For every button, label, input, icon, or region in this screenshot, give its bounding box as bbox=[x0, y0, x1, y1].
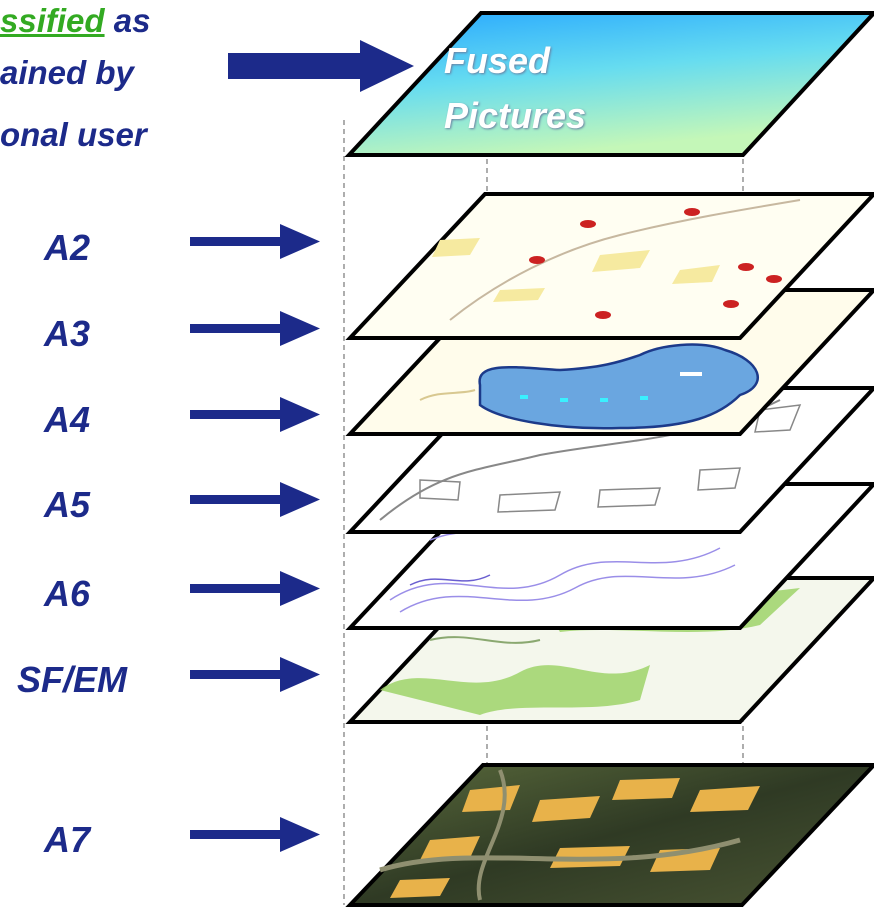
header-line-2: ained by bbox=[0, 54, 134, 91]
header-line-3: onal user bbox=[0, 116, 147, 153]
arrow-a4-icon bbox=[190, 397, 320, 432]
fused-title-line-2: Pictures bbox=[444, 95, 587, 136]
arrow-sfem-icon bbox=[190, 657, 320, 692]
fused-title-line-1: Fused bbox=[444, 40, 551, 81]
label-a2: A2 bbox=[44, 227, 91, 268]
label-a6: A6 bbox=[44, 573, 91, 614]
arrow-a6-icon bbox=[190, 571, 320, 606]
label-a7: A7 bbox=[44, 819, 91, 860]
arrow-a5-icon bbox=[190, 482, 320, 517]
header-line-1: ssified as bbox=[0, 0, 150, 42]
header-highlight: ssified bbox=[0, 2, 105, 39]
header-line-1-rest: as bbox=[104, 2, 151, 39]
arrow-a3-icon bbox=[190, 311, 320, 346]
arrow-a7-icon bbox=[190, 817, 320, 852]
label-a5: A5 bbox=[44, 484, 91, 525]
label-a3: A3 bbox=[44, 313, 91, 354]
arrow-a2-icon bbox=[190, 224, 320, 259]
label-sfem: SF/EM bbox=[17, 659, 128, 700]
label-a4: A4 bbox=[44, 399, 91, 440]
layer-a2-points bbox=[345, 192, 874, 340]
header-arrow-icon bbox=[228, 40, 414, 92]
layer-a7-aerial bbox=[345, 763, 874, 907]
fused-pictures-layer bbox=[344, 11, 874, 157]
